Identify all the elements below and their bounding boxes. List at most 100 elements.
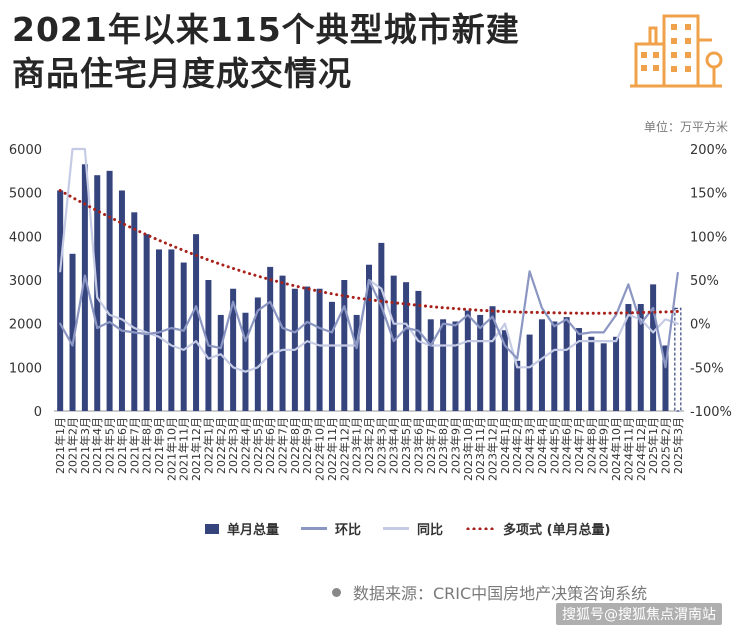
- bar: [440, 319, 447, 411]
- bar: [279, 275, 286, 411]
- bar: [316, 288, 323, 411]
- x-tick-label: 2021年3月: [78, 417, 92, 474]
- bar: [662, 345, 669, 411]
- bar: [81, 164, 88, 411]
- legend-item-bar: 单月总量: [205, 519, 279, 538]
- bar: [69, 253, 76, 411]
- x-tick-label: 2023年1月: [350, 417, 364, 474]
- bar: [390, 275, 397, 411]
- legend-label-hb: 环比: [335, 523, 362, 538]
- x-tick-label: 2024年7月: [572, 417, 586, 474]
- y-right-tick-label: -100%: [690, 405, 732, 420]
- x-tick-label: 2023年12月: [486, 417, 500, 481]
- x-tick-label: 2023年10月: [461, 417, 475, 481]
- bar: [637, 304, 644, 411]
- bar: [57, 190, 64, 411]
- bar: [588, 336, 595, 411]
- x-tick-label: 2023年7月: [424, 417, 438, 474]
- bar: [353, 314, 360, 411]
- bar: [143, 234, 150, 411]
- x-tick-label: 2024年9月: [597, 417, 611, 474]
- y-right-tick-label: 200%: [690, 143, 727, 158]
- y-left-tick-label: 0: [34, 405, 42, 420]
- x-tick-label: 2024年6月: [560, 417, 574, 474]
- legend-swatch-tb: [383, 527, 410, 530]
- bar: [168, 249, 175, 411]
- x-tick-label: 2021年6月: [115, 417, 129, 474]
- bar: [366, 264, 372, 411]
- bars: [57, 164, 682, 412]
- legend-swatch-bar: [205, 523, 219, 534]
- y-left-tick-label: 3000: [9, 274, 42, 289]
- x-tick-label: 2022年1月: [201, 417, 215, 474]
- x-tick-label: 2023年8月: [436, 417, 450, 474]
- trend-line: [58, 189, 680, 315]
- x-tick-label: 2021年12月: [189, 417, 203, 481]
- bar: [464, 310, 471, 411]
- bar: [217, 314, 224, 411]
- source-text: 数据来源：CRIC中国房地产决策咨询系统: [353, 584, 648, 603]
- bar: [501, 330, 508, 411]
- x-tick-label: 2021年10月: [164, 417, 178, 481]
- y-left-tick-label: 6000: [9, 143, 42, 158]
- y-left-tick-label: 5000: [9, 187, 42, 202]
- legend-label-bar: 单月总量: [227, 523, 280, 538]
- x-tick-label: 2024年5月: [547, 417, 561, 474]
- bar: [477, 314, 484, 411]
- axes: 0 1000 2000 3000 4000 5000 6000 -100% -50% 0% 50% 1…: [9, 143, 732, 420]
- x-tick-label: 2025年3月: [671, 417, 685, 474]
- x-tick-label: 2021年2月: [66, 417, 80, 474]
- bar: [304, 286, 311, 411]
- bar: [674, 307, 682, 412]
- x-tick-label: 2024年12月: [634, 417, 648, 481]
- x-tick-label: 2023年4月: [387, 417, 401, 474]
- bar: [538, 319, 545, 411]
- bar: [328, 301, 335, 411]
- bar: [193, 234, 200, 411]
- x-tick-label: 2021年5月: [103, 417, 117, 474]
- bar: [378, 242, 385, 411]
- x-tick-label: 2022年6月: [263, 417, 277, 474]
- x-tick-label: 2022年5月: [251, 417, 265, 474]
- x-tick-label: 2024年10月: [609, 417, 623, 481]
- legend-item-tb: 同比: [383, 519, 443, 538]
- legend-label-trend: 多项式 (单月总量): [503, 523, 611, 538]
- x-tick-label: 2024年1月: [498, 417, 512, 474]
- legend-item-trend: 多项式 (单月总量): [465, 519, 610, 538]
- source-note: 数据来源：CRIC中国房地产决策咨询系统: [332, 580, 647, 604]
- x-tick-label: 2024年3月: [523, 417, 537, 474]
- legend-label-tb: 同比: [417, 523, 444, 538]
- bar: [600, 343, 607, 411]
- hb-line: [59, 270, 679, 369]
- x-tick-label: 2023年2月: [362, 417, 376, 474]
- x-tick-label: 2022年8月: [288, 417, 302, 474]
- x-tick-label: 2022年9月: [300, 417, 314, 474]
- lines: [58, 147, 680, 373]
- x-tick-label: 2025年1月: [646, 417, 660, 474]
- x-tick-label: 2021年9月: [152, 417, 166, 474]
- bar: [551, 321, 558, 411]
- x-tick-label: 2023年11月: [473, 417, 487, 481]
- bar: [118, 190, 125, 411]
- y-left-tick-label: 4000: [9, 230, 42, 245]
- legend-swatch-trend: [465, 527, 496, 530]
- x-tick-label: 2021年1月: [53, 417, 67, 474]
- x-tick-label: 2023年3月: [374, 417, 388, 474]
- bar: [613, 336, 620, 411]
- city-buildings-icon: [630, 14, 723, 88]
- x-tick-label: 2022年10月: [313, 417, 327, 481]
- bar: [156, 249, 162, 411]
- bar: [625, 304, 632, 411]
- bullet-icon: [332, 587, 341, 597]
- x-tick-label: 2021年7月: [127, 417, 141, 474]
- y-left-tick-label: 1000: [9, 361, 42, 376]
- y-right-tick-label: -50%: [690, 361, 724, 376]
- bar: [489, 306, 496, 411]
- legend-swatch-hb: [301, 527, 328, 530]
- bar: [563, 317, 570, 411]
- x-tick-label: 2022年12月: [337, 417, 351, 481]
- x-tick-label: 2023年6月: [411, 417, 425, 474]
- bar: [514, 360, 521, 411]
- legend: 单月总量 环比 同比 多项式 (单月总量): [205, 519, 610, 538]
- chart-area: 0 1000 2000 3000 4000 5000 6000 -100% -50% 0% 50% 1…: [9, 143, 732, 481]
